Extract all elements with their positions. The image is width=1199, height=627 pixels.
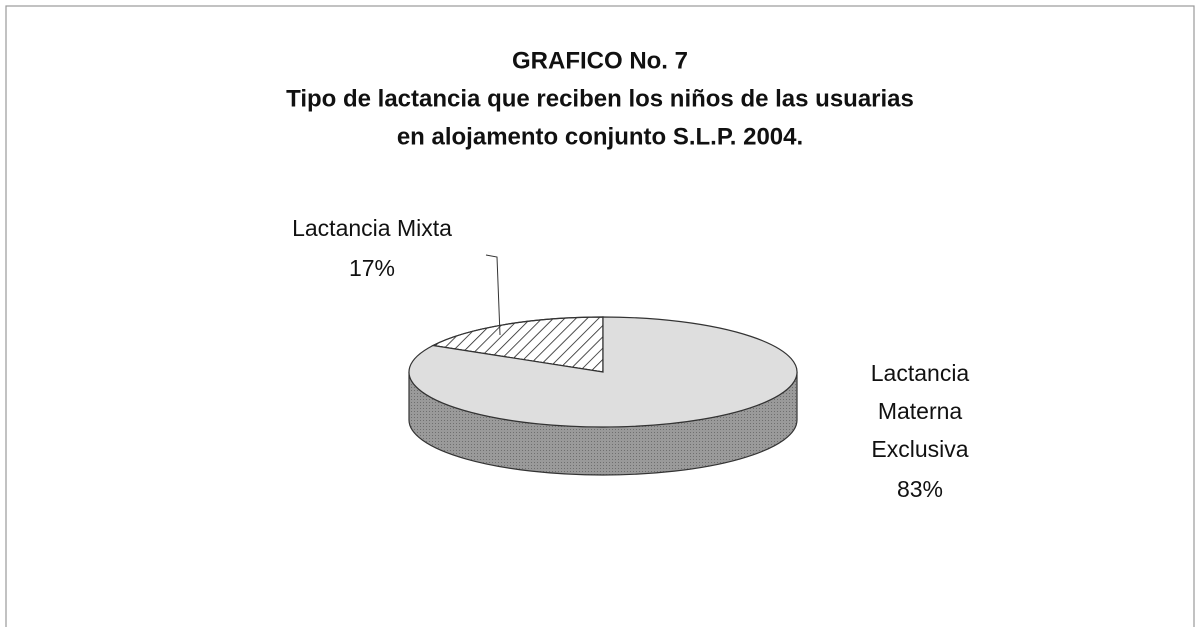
data-label: Lactancia Mixta [292,215,452,241]
value-label: 17% [349,255,395,281]
value-label: 83% [897,476,943,502]
data-label: Materna [878,398,963,424]
data-label: Exclusiva [871,436,968,462]
chart-frame [5,5,1195,627]
pie-slice-bg [431,316,604,373]
chart-subtitle: Tipo de lactancia que reciben los niños … [286,85,914,112]
chart-title: GRAFICO No. 7 [512,47,688,74]
pie-slice [408,316,798,428]
leader-line [485,254,501,336]
data-label: Lactancia [871,360,970,386]
chart-subtitle: en alojamento conjunto S.L.P. 2004. [397,123,803,150]
